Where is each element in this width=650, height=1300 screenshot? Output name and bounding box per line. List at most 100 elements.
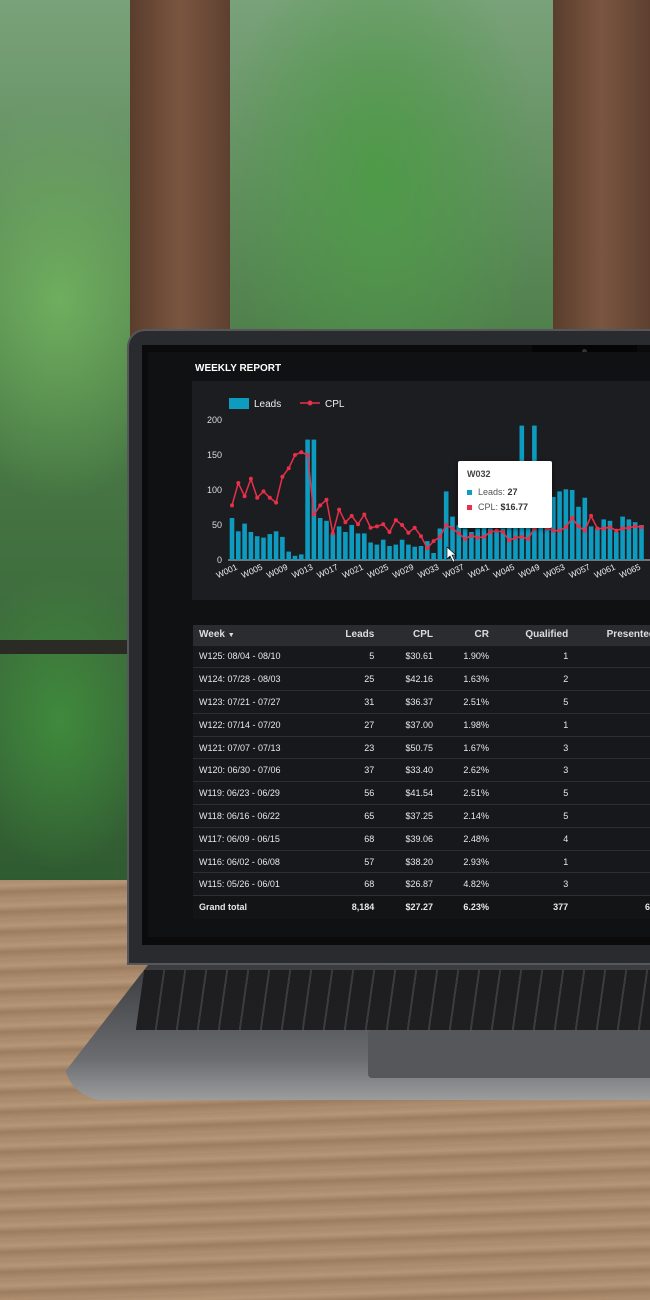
- cell-week: W115: 05/26 - 06/01: [193, 872, 322, 896]
- cell-cpl: $37.25: [382, 804, 441, 828]
- col-presented[interactable]: Presented: [576, 625, 650, 645]
- leads-bar: [418, 546, 424, 560]
- cpl-point: [349, 513, 354, 518]
- cpl-point: [482, 534, 486, 539]
- cell-cr: 2.48%: [440, 826, 497, 851]
- cpl-point: [444, 523, 449, 527]
- x-tick-label: W033: [416, 562, 441, 581]
- y-tick-label: 0: [217, 555, 222, 565]
- cpl-point: [324, 497, 329, 502]
- cell-week: W122: 07/14 - 07/20: [193, 712, 322, 737]
- cell-qualified: 1: [496, 712, 577, 737]
- cell-presented: 0: [576, 872, 650, 896]
- cpl-point: [387, 530, 392, 534]
- cell-qualified: 5: [496, 690, 577, 714]
- cpl-point: [494, 528, 499, 533]
- cpl-point: [500, 530, 505, 534]
- leads-bar: [607, 520, 613, 560]
- cell-week: W116: 06/02 - 06/08: [193, 849, 322, 873]
- cpl-point: [450, 526, 455, 531]
- leads-bar: [273, 531, 279, 560]
- cell-leads: 5: [321, 644, 383, 668]
- cell-qualified: 4: [496, 826, 577, 851]
- cpl-point: [589, 513, 594, 518]
- leads-bar: [343, 532, 348, 560]
- leads-bar: [563, 489, 569, 560]
- cell-leads: 65: [321, 804, 383, 828]
- leads-bar: [261, 537, 266, 560]
- cell-leads: 57: [321, 849, 383, 873]
- camera-icon: [582, 349, 587, 354]
- cpl-point: [293, 453, 297, 457]
- x-tick-label: W049: [517, 562, 542, 581]
- cpl-point: [356, 522, 360, 527]
- leads-bar: [349, 525, 354, 560]
- leads-bar: [626, 519, 632, 560]
- cell-presented: 0: [576, 667, 650, 691]
- leads-bar: [481, 525, 487, 560]
- leads-bar: [299, 554, 304, 560]
- col-leads[interactable]: Leads: [321, 625, 383, 645]
- cell-presented: 1: [576, 758, 650, 782]
- cpl-point: [614, 528, 619, 533]
- col-qualified[interactable]: Qualified: [496, 625, 577, 645]
- table-row: W125: 08/04 - 08/105$30.611.90%10: [193, 644, 650, 668]
- leads-bar: [620, 516, 625, 560]
- cpl-point: [437, 534, 442, 539]
- cell-qualified: 3: [496, 735, 577, 759]
- cpl-point: [236, 481, 241, 485]
- cell-cpl: $33.40: [382, 758, 441, 782]
- col-week[interactable]: Week ▼: [193, 625, 322, 645]
- cell-presented: 0: [576, 849, 650, 873]
- cpl-point: [595, 526, 600, 531]
- cpl-point: [475, 535, 480, 540]
- leads-bar: [513, 521, 518, 560]
- cpl-point: [469, 533, 474, 538]
- cell-cr: 2.93%: [440, 849, 497, 873]
- cell-cr: 2.14%: [440, 804, 497, 828]
- cell-week: W118: 06/16 - 06/22: [193, 804, 322, 828]
- cpl-point: [400, 523, 405, 527]
- cell-leads: 56: [321, 781, 383, 805]
- cpl-point: [608, 525, 612, 530]
- cell-week: W119: 06/23 - 06/29: [193, 781, 322, 805]
- cell-presented: 0: [576, 735, 650, 759]
- col-cr[interactable]: CR: [440, 625, 497, 645]
- cpl-point: [267, 495, 272, 500]
- x-tick-label: W021: [340, 562, 365, 581]
- cpl-point: [286, 466, 291, 471]
- cpl-swatch-icon: [467, 504, 472, 510]
- leads-bar: [406, 544, 411, 560]
- leads-bar: [450, 516, 455, 560]
- sort-caret-down-icon[interactable]: ▼: [227, 632, 235, 640]
- cell-cr: 2.51%: [440, 690, 497, 714]
- cpl-point: [248, 476, 253, 481]
- legend-leads-swatch-icon: [229, 398, 249, 409]
- cell-week: Grand total: [193, 895, 322, 919]
- cpl-point: [337, 507, 342, 512]
- leads-bar: [336, 526, 342, 560]
- cell-presented: 3: [576, 826, 650, 851]
- cell-cpl: $27.27: [382, 895, 441, 919]
- cell-week: W120: 06/30 - 07/06: [193, 758, 322, 782]
- leads-bar: [311, 439, 317, 560]
- cell-week: W117: 06/09 - 06/15: [193, 826, 322, 851]
- cpl-point: [563, 525, 568, 530]
- cell-cr: 1.98%: [440, 712, 497, 737]
- leads-bar: [412, 546, 417, 560]
- legend-cpl-marker-icon: [307, 400, 313, 406]
- cell-week: W121: 07/07 - 07/13: [193, 735, 322, 759]
- cell-presented: 0: [576, 644, 650, 668]
- cell-presented: 2: [576, 804, 650, 828]
- chart-tooltip: W032 Leads: 27 CPL: $16.77: [458, 461, 552, 528]
- col-cpl[interactable]: CPL: [382, 625, 441, 645]
- leads-bar: [317, 518, 323, 560]
- legend-cpl-label: CPL: [325, 399, 345, 410]
- cell-qualified: 377: [496, 895, 577, 919]
- tooltip-leads-value: 27: [507, 487, 518, 497]
- leads-bar: [588, 526, 594, 560]
